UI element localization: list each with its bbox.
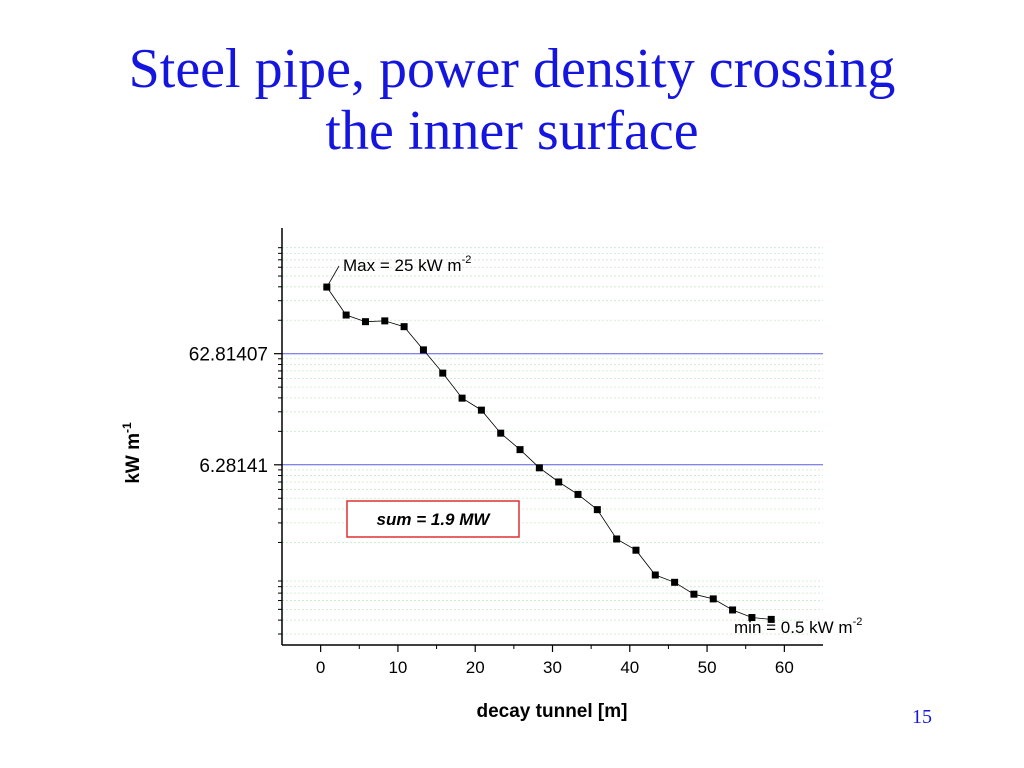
slide-title-line-2: the inner surface <box>325 100 699 162</box>
max-annotation-superscript: -2 <box>462 254 472 266</box>
x-axis-label: decay tunnel [m] <box>477 701 628 722</box>
axes <box>281 228 823 646</box>
max-annotation-text: Max = 25 kW m <box>343 256 462 275</box>
min-annotation-superscript: -2 <box>853 616 863 628</box>
data-point <box>709 595 717 603</box>
slide-title: Steel pipe, power density crossing the i… <box>0 38 1024 162</box>
x-tick-label: 60 <box>775 658 794 677</box>
data-point <box>419 346 427 354</box>
data-point <box>381 317 389 325</box>
data-point <box>613 535 621 543</box>
data-point <box>400 323 408 331</box>
x-tick-label: 10 <box>388 658 407 677</box>
data-point <box>516 446 524 454</box>
x-tick-label: 40 <box>620 658 639 677</box>
grid-lines <box>282 247 823 635</box>
tick-marks <box>274 247 785 652</box>
reference-lines <box>282 353 823 466</box>
sum-annotation: sum = 1.9 MW <box>377 510 492 529</box>
data-point <box>361 318 369 326</box>
data-connector-lines <box>326 286 772 620</box>
data-point <box>767 615 775 623</box>
data-point <box>497 429 505 437</box>
data-points <box>323 283 775 623</box>
x-tick-label: 20 <box>466 658 485 677</box>
data-point <box>477 406 485 414</box>
data-point <box>593 506 601 514</box>
data-point <box>458 394 466 402</box>
y-tick-labels: 62.81407 6.28141 <box>189 345 268 477</box>
x-tick-label: 0 <box>316 658 325 677</box>
page-number: 15 <box>912 706 932 728</box>
x-tick-label: 30 <box>543 658 562 677</box>
y-tick-label: 62.81407 <box>189 345 268 366</box>
min-annotation: min = 0.5 kW m-2 <box>734 616 862 637</box>
data-point <box>651 571 659 579</box>
y-tick-label: 6.28141 <box>199 456 268 477</box>
data-point <box>632 546 640 554</box>
data-point <box>690 590 698 598</box>
min-annotation-text: min = 0.5 kW m <box>734 618 853 637</box>
data-point <box>342 311 350 319</box>
data-point <box>439 369 447 377</box>
y-axis-label-superscript: -1 <box>120 422 134 433</box>
max-annotation: Max = 25 kW m-2 <box>343 254 471 275</box>
series-line <box>326 286 772 620</box>
y-axis-label: kW m-1 <box>120 422 144 484</box>
data-point <box>671 578 679 586</box>
data-point <box>574 490 582 498</box>
data-point <box>555 478 563 486</box>
data-point <box>535 464 543 472</box>
x-tick-labels: 0 10 20 30 40 50 60 <box>316 658 794 677</box>
x-tick-label: 50 <box>698 658 717 677</box>
sum-annotation-box <box>346 500 520 538</box>
data-point <box>748 614 756 622</box>
data-point <box>729 606 737 614</box>
y-axis-label-text: kW m <box>123 433 144 484</box>
max-annotation-leader <box>326 265 340 288</box>
slide-title-line-1: Steel pipe, power density crossing <box>128 38 896 100</box>
